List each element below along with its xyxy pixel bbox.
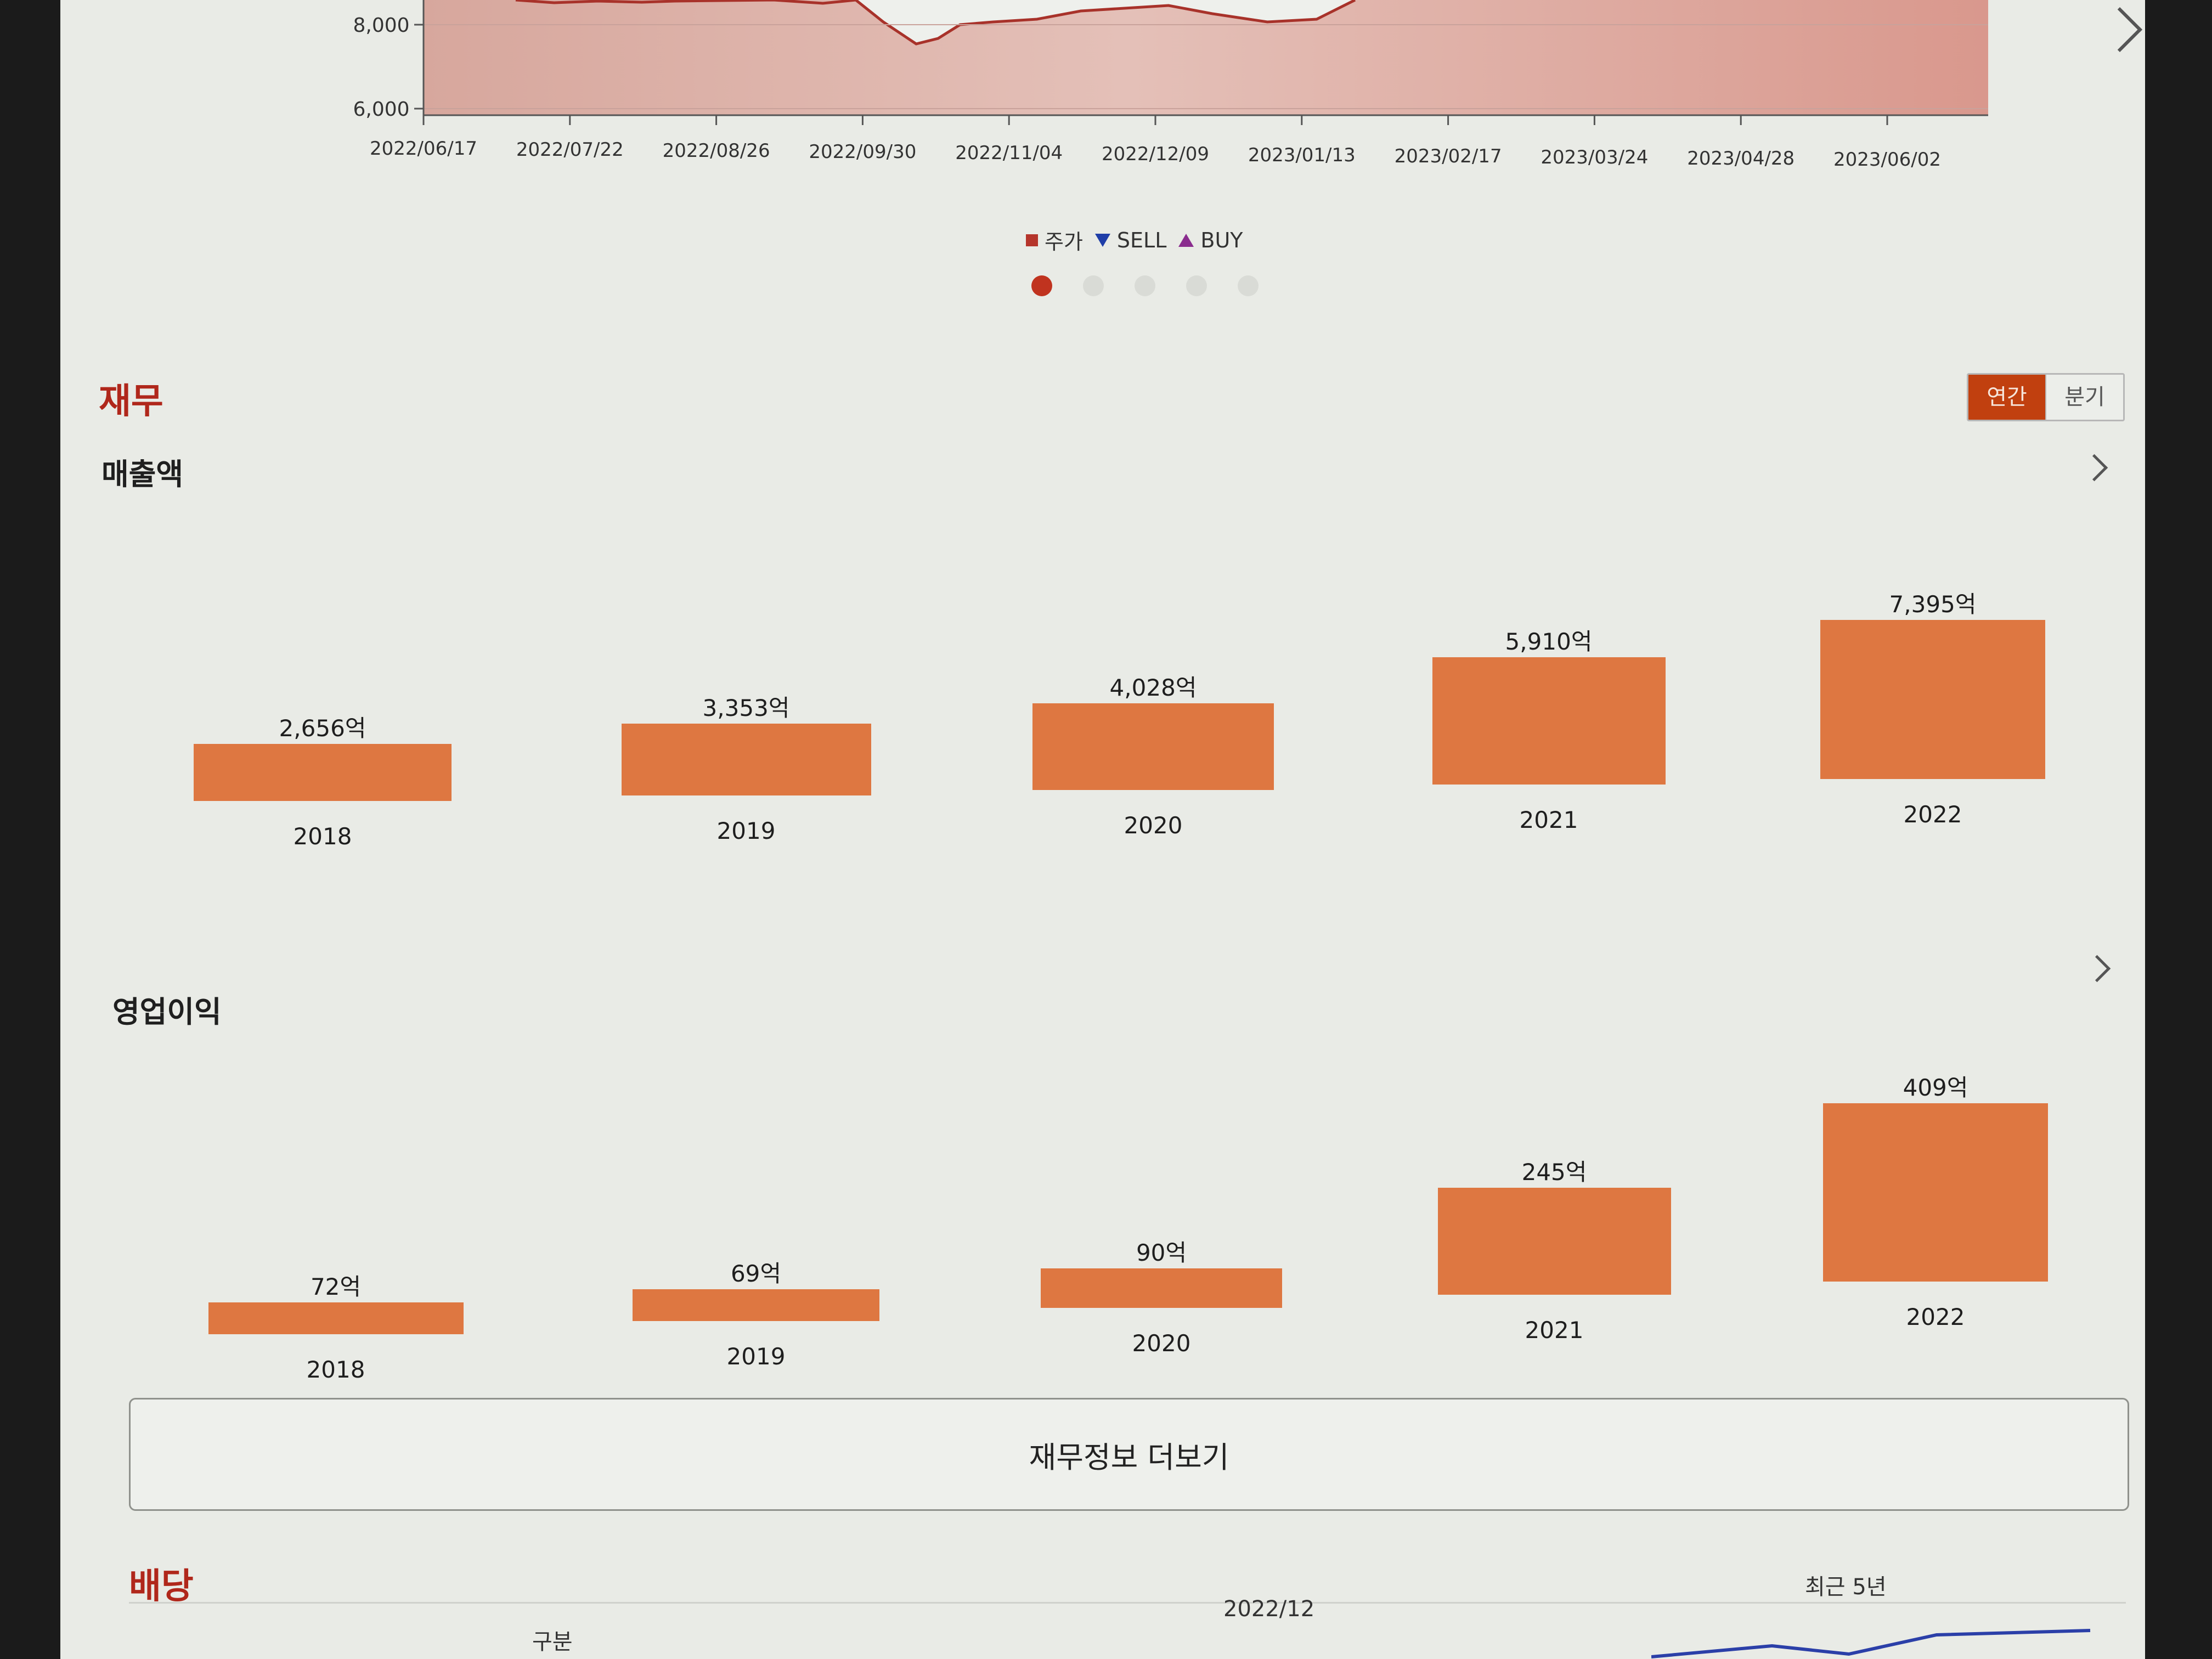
pager-dot[interactable] [1135,275,1155,296]
pager-dot[interactable] [1238,275,1259,296]
buy-triangle-up-icon [1178,233,1194,247]
price-x-tick-label: 2022/07/22 [516,139,624,161]
toggle-annual-button[interactable]: 연간 [1968,375,2045,420]
bar[interactable] [1820,620,2045,779]
bar-value-label: 90억 [1136,1239,1187,1267]
price-white-gap [856,0,1355,44]
dividend-table-top-rule [129,1602,2126,1604]
legend-item-buy: BUY [1178,228,1243,252]
bar[interactable] [633,1289,879,1321]
price-x-tick-label: 2023/04/28 [1687,148,1795,170]
price-x-tick-label: 2023/02/17 [1395,145,1502,167]
price-x-tick-label: 2023/03/24 [1541,146,1648,168]
bar-value-label: 7,395억 [1889,591,1977,618]
price-chart-legend: 주가 SELL BUY [1026,225,1243,255]
price-y-tick-label: 6,000 [353,98,409,121]
bar-value-label: 2,656억 [279,714,366,742]
bar-category-label: 2022 [1906,1304,1965,1330]
pager-dot[interactable] [1083,275,1104,296]
bar-category-label: 2021 [1519,806,1578,833]
bar-category-label: 2018 [306,1356,365,1383]
price-square-icon [1026,234,1038,246]
revenue-chart-title: 매출액 [101,457,184,492]
bar[interactable] [1437,1188,1671,1295]
price-x-tick-label: 2022/09/30 [809,141,916,163]
bar-value-label: 245억 [1521,1159,1587,1186]
sell-triangle-down-icon [1094,233,1110,247]
bar-category-label: 2022 [1903,801,1962,828]
price-x-tick-label: 2023/06/02 [1833,149,1941,171]
finance-section-title: 재무 [99,381,163,422]
bar-category-label: 2018 [293,823,352,850]
bar-value-label: 72억 [310,1273,362,1300]
dividend-section-title: 배당 [129,1566,194,1607]
bar-value-label: 3,353억 [702,694,790,721]
bar[interactable] [194,743,452,801]
bar-category-label: 2019 [716,817,776,844]
operating-profit-chart-title: 영업이익 [112,995,222,1029]
pager-dot[interactable] [1186,275,1207,296]
operating-profit-detail-chevron-icon[interactable] [2083,955,2111,983]
revenue-detail-chevron-icon[interactable] [2080,454,2108,482]
toggle-quarterly-button[interactable]: 분기 [2045,375,2123,420]
price-gridlines [424,24,1988,109]
bar-value-label: 69억 [730,1260,782,1287]
period-toggle: 연간 분기 [1967,373,2125,421]
price-chart: 8,000 6,000 2022/06/17 2022/07/22 2022/08/2… [353,0,1988,171]
dividend-period-header: 2022/12 [1223,1596,1315,1622]
dividend-recent-label: 최근 5년 [1805,1575,1887,1600]
bar-value-label: 5,910억 [1505,628,1593,656]
legend-item-price: 주가 [1026,225,1083,255]
price-x-tick-label: 2022/12/09 [1102,143,1209,165]
chart-pager-dots [1031,275,1259,296]
bar-category-label: 2019 [726,1343,786,1370]
bar[interactable] [1823,1103,2048,1282]
price-line [515,0,1356,46]
legend-label: SELL [1116,228,1167,252]
legend-label: 주가 [1045,230,1083,254]
bar-value-label: 409억 [1903,1074,1968,1101]
bar[interactable] [1041,1268,1282,1308]
bar-value-label: 4,028억 [1109,674,1197,702]
dividend-trend-line [1651,1629,2091,1658]
legend-item-sell: SELL [1094,228,1167,252]
bar-category-label: 2020 [1132,1330,1191,1357]
legend-label: BUY [1200,228,1243,252]
bar[interactable] [1432,657,1666,785]
bar[interactable] [208,1302,464,1334]
bar-category-label: 2021 [1525,1317,1584,1344]
price-y-tick-label: 8,000 [353,14,409,37]
price-x-tick-label: 2022/06/17 [370,138,477,160]
price-x-tick-label: 2022/08/26 [663,140,770,162]
app-screen: 8,000 6,000 2022/06/17 2022/07/22 2022/08/2… [60,0,2145,1659]
bar-category-label: 2020 [1124,812,1183,839]
price-x-tick-label: 2022/11/04 [955,142,1063,164]
pager-dot[interactable] [1031,275,1052,296]
more-finance-button[interactable]: 재무정보 더보기 [129,1398,2129,1511]
price-x-tick-label: 2023/01/13 [1248,144,1356,166]
bar[interactable] [621,723,871,795]
dividend-col-label: 구분 [532,1629,573,1655]
bar[interactable] [1032,703,1274,790]
price-plot-area [424,0,1988,115]
